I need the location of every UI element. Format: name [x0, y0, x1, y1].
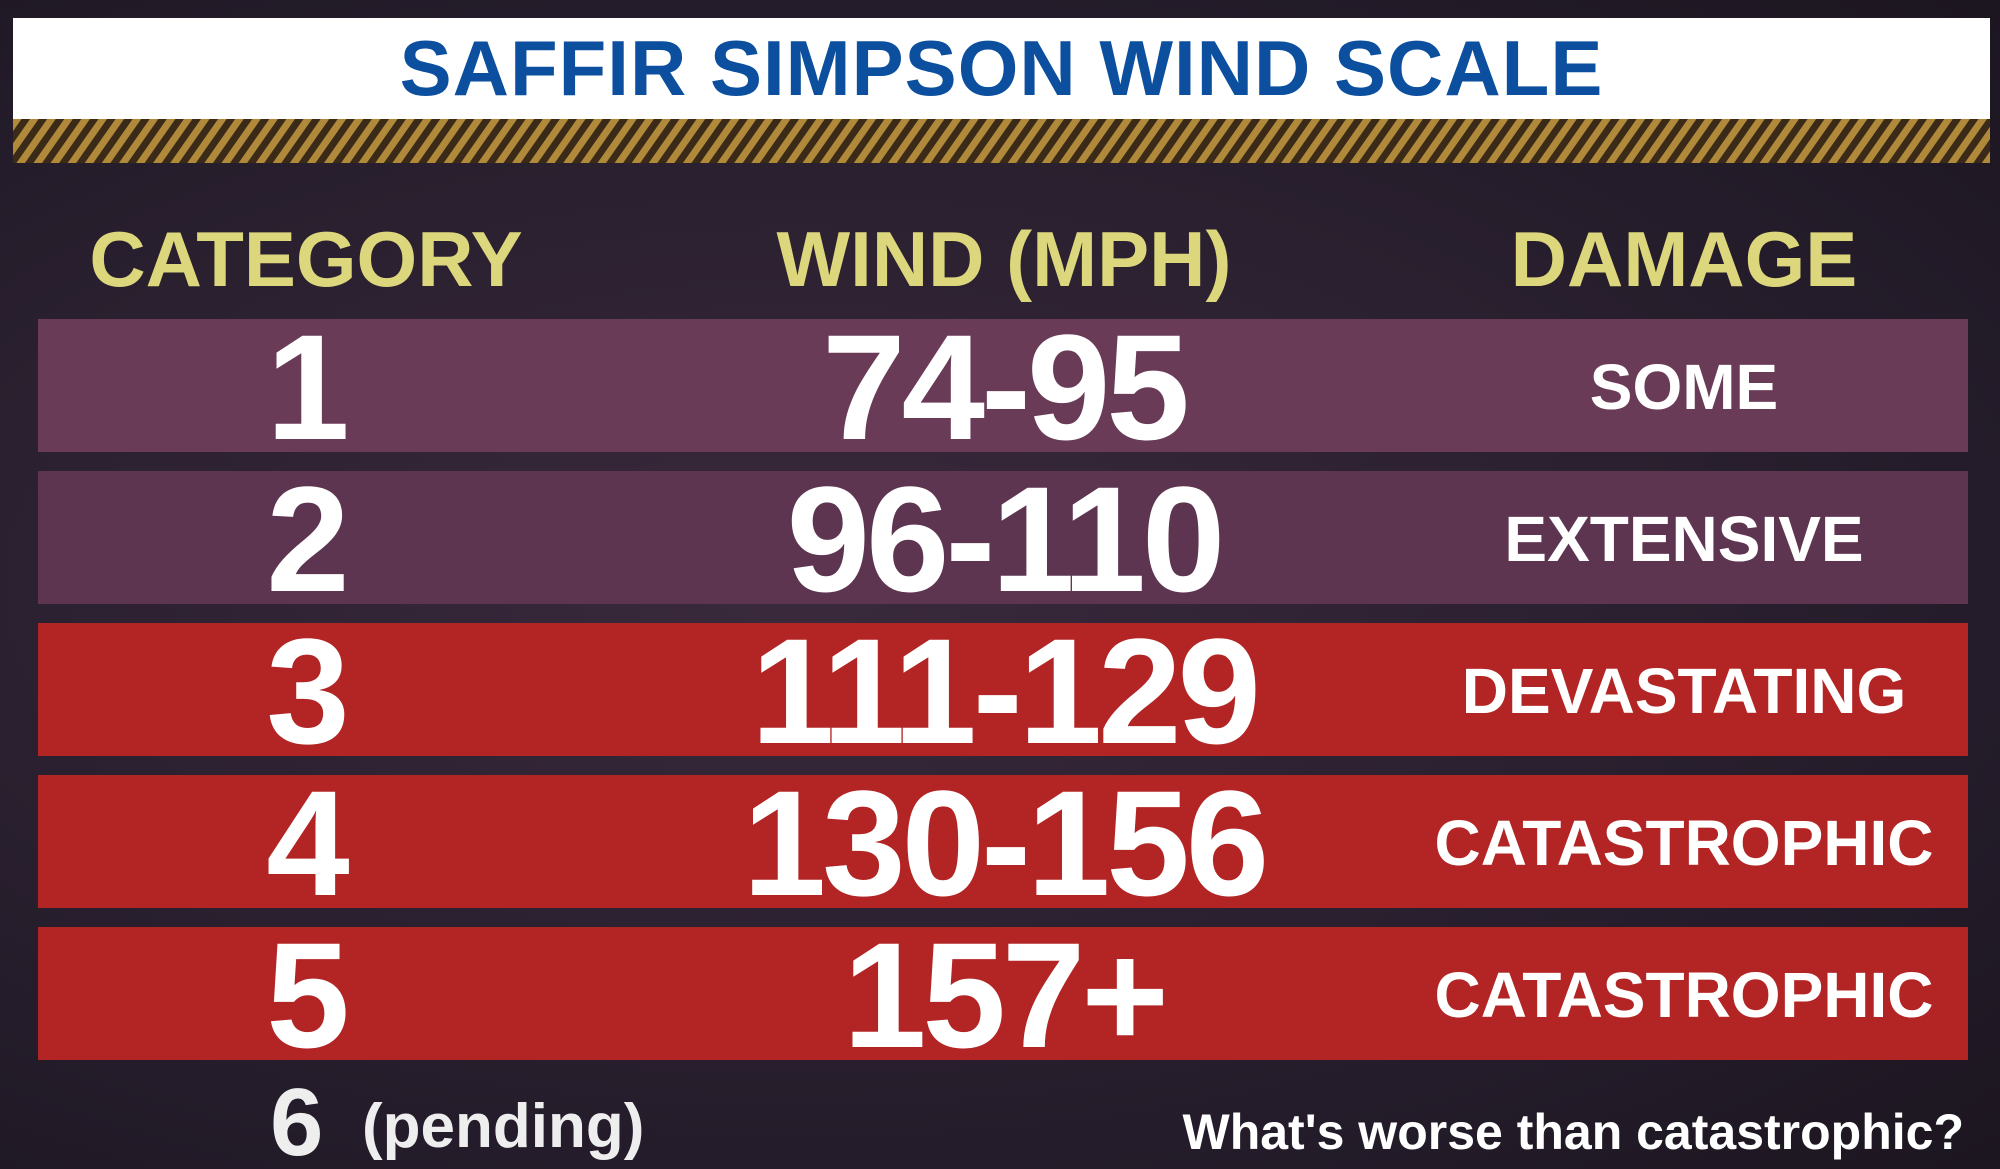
table-cell: SOME: [1589, 351, 1779, 423]
table-cell: CATASTROPHIC: [1434, 959, 1934, 1031]
table-row: 1 74-95 SOME: [38, 303, 1968, 471]
table-cell: 4: [266, 759, 349, 927]
table-row: 5 157+ CATASTROPHIC: [38, 911, 1968, 1079]
footer-status: (pending): [362, 1092, 645, 1161]
hatch-stripe: [13, 119, 1990, 163]
table-cell: 111-129: [751, 607, 1261, 775]
title-bar: SAFFIR SIMPSON WIND SCALE: [13, 18, 1990, 119]
table-row: 2 96-110 EXTENSIVE: [38, 455, 1968, 623]
table-cell: 157+: [843, 911, 1169, 1079]
column-header: WIND (MPH): [776, 215, 1232, 303]
column-header: DAMAGE: [1510, 215, 1858, 303]
table-cell: 96-110: [786, 455, 1226, 623]
footer-note: What's worse than catastrophic?: [1182, 1104, 1964, 1160]
column-header: CATEGORY: [89, 215, 523, 303]
table-cell: EXTENSIVE: [1504, 503, 1864, 575]
table-cell: 5: [266, 911, 349, 1079]
table-cell: 130-156: [742, 759, 1270, 927]
table-cell: 2: [266, 455, 349, 623]
table-cell: 3: [266, 607, 349, 775]
table-row: 3 111-129 DEVASTATING: [38, 607, 1968, 775]
footer-category: 6: [270, 1069, 324, 1169]
table-cell: 74-95: [822, 303, 1190, 471]
table-cell: DEVASTATING: [1461, 655, 1907, 727]
table-cell: 1: [266, 303, 349, 471]
table-row: 4 130-156 CATASTROPHIC: [38, 759, 1968, 927]
table-cell: CATASTROPHIC: [1434, 807, 1934, 879]
title: SAFFIR SIMPSON WIND SCALE: [399, 24, 1604, 112]
